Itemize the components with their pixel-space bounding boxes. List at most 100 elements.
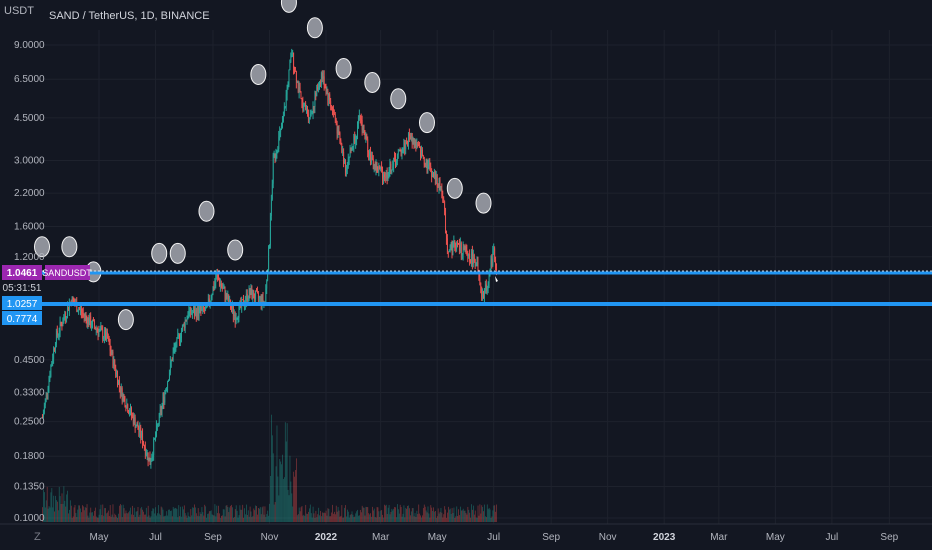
candle-body xyxy=(261,295,263,305)
candle-body xyxy=(447,238,448,252)
volume-bar xyxy=(117,517,119,522)
volume-bar xyxy=(406,508,408,522)
candle-body xyxy=(469,253,471,262)
volume-bar xyxy=(481,505,483,522)
candle-body xyxy=(430,165,432,172)
volume-bar xyxy=(292,506,294,522)
candle-body xyxy=(251,288,253,299)
volume-bar xyxy=(197,508,199,522)
candle-body xyxy=(317,86,319,90)
grey-marker xyxy=(198,200,215,222)
candle-body xyxy=(208,298,210,304)
volume-bar xyxy=(87,515,89,522)
volume-bar xyxy=(58,486,60,522)
candle-body xyxy=(65,316,67,319)
candle-body xyxy=(253,291,255,299)
volume-bar xyxy=(381,510,383,522)
candle-body xyxy=(396,161,397,165)
volume-bar xyxy=(119,505,120,522)
grey-marker xyxy=(117,309,134,331)
candle-body xyxy=(286,88,288,95)
volume-bar xyxy=(152,508,154,522)
volume-bar xyxy=(383,517,384,522)
candle-body xyxy=(94,326,96,330)
volume-bar xyxy=(51,488,53,522)
volume-bar xyxy=(153,508,155,522)
candle-body xyxy=(202,305,204,309)
volume-bar xyxy=(341,505,343,522)
volume-bar xyxy=(188,515,190,522)
candle-body xyxy=(198,308,200,317)
candle-body xyxy=(341,144,343,153)
candle-body xyxy=(220,283,221,286)
volume-bar xyxy=(301,506,303,522)
candle-body xyxy=(316,86,318,97)
candle-body xyxy=(456,243,458,250)
candle-body xyxy=(100,327,102,329)
volume-bar xyxy=(282,454,283,522)
candle-body xyxy=(224,288,226,299)
volume-bar xyxy=(316,517,318,522)
candle-body xyxy=(409,135,411,140)
candle-body xyxy=(346,166,348,169)
volume-bar xyxy=(175,508,177,522)
volume-bar xyxy=(372,510,374,522)
candle-body xyxy=(113,359,115,366)
volume-bar xyxy=(469,512,471,522)
candle-body xyxy=(259,296,261,298)
candle-body xyxy=(132,415,133,417)
volume-bar xyxy=(287,489,289,522)
volume-bar xyxy=(161,507,163,522)
candle-body xyxy=(414,142,416,146)
candle-body xyxy=(136,424,138,427)
volume-bar xyxy=(125,510,127,522)
volume-bar xyxy=(127,513,129,522)
time-tick-label: 2022 xyxy=(315,532,338,543)
volume-bar xyxy=(428,513,430,522)
candle-body xyxy=(359,115,360,119)
candle-body xyxy=(332,108,333,110)
volume-bar xyxy=(467,506,469,522)
candle-body xyxy=(99,328,101,331)
volume-bar xyxy=(46,486,48,522)
candle-body xyxy=(48,379,50,389)
volume-bar xyxy=(55,495,56,522)
volume-bar xyxy=(253,508,255,522)
volume-bar xyxy=(122,504,124,522)
zoom-icon[interactable]: Z xyxy=(34,531,41,543)
volume-bar xyxy=(487,509,489,522)
candle-body xyxy=(308,113,309,119)
candle-body xyxy=(397,151,399,155)
candle-body xyxy=(464,246,466,249)
volume-bar xyxy=(83,510,85,522)
grey-marker xyxy=(61,236,78,258)
candle-body xyxy=(434,171,435,178)
volume-bar xyxy=(98,514,100,522)
volume-bar xyxy=(419,513,421,522)
volume-bar xyxy=(422,508,424,522)
price-axis[interactable]: 9.0000 6.5000 4.5000 3.0000 2.2000 1.6000 1.20… xyxy=(14,40,45,524)
volume-bar xyxy=(202,512,204,522)
candle-body xyxy=(348,156,350,159)
candle-body xyxy=(382,168,383,179)
candle-body xyxy=(144,445,145,448)
candle-body xyxy=(197,307,199,317)
volume-bar xyxy=(81,512,82,522)
time-axis[interactable]: May Jul Sep Nov 2022 Mar May Jul Sep Nov 2023 Mar Ma… xyxy=(90,532,899,543)
candle-body xyxy=(345,163,346,173)
volume-bar xyxy=(218,505,219,522)
volume-bar xyxy=(273,504,275,522)
volume-bar xyxy=(456,506,458,522)
candle-body xyxy=(67,306,68,318)
candle-body xyxy=(98,330,100,335)
volume-bar xyxy=(472,509,473,522)
candle-body xyxy=(154,437,156,440)
candle-body xyxy=(312,106,314,114)
candle-body xyxy=(248,288,250,300)
candle-body xyxy=(226,293,228,300)
candle-body xyxy=(150,461,152,465)
volume-bar xyxy=(56,501,58,522)
volume-bar xyxy=(326,515,328,522)
volume-bar xyxy=(124,513,126,522)
